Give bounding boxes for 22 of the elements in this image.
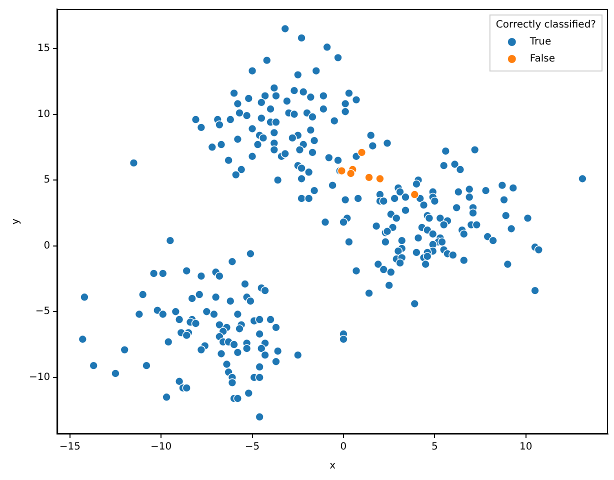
point: [364, 173, 374, 182]
x-tick-label: −5: [244, 442, 260, 453]
y-tick-label: −10: [28, 372, 50, 384]
point: [376, 174, 384, 184]
point: [346, 169, 356, 178]
point: [357, 148, 366, 157]
point: [410, 190, 420, 199]
legend-label: False: [530, 54, 556, 65]
y-tick-label: 10: [37, 108, 50, 120]
y-tick-label: −5: [35, 306, 50, 318]
y-tick-label: 5: [44, 174, 50, 186]
x-tick-label: 0: [340, 442, 347, 453]
x-tick-label: −15: [59, 442, 80, 453]
y-tick-label: 15: [37, 43, 50, 54]
x-tick-label: −10: [150, 442, 172, 453]
legend-label: True: [528, 36, 552, 48]
y-tick-label: 0: [44, 240, 50, 252]
y-axis-title: y: [10, 218, 22, 224]
x-tick-label: 10: [520, 442, 532, 453]
x-axis-title: x: [330, 460, 336, 472]
x-tick-label: 5: [432, 442, 438, 453]
legend-title: Correctly classified?: [496, 20, 596, 31]
